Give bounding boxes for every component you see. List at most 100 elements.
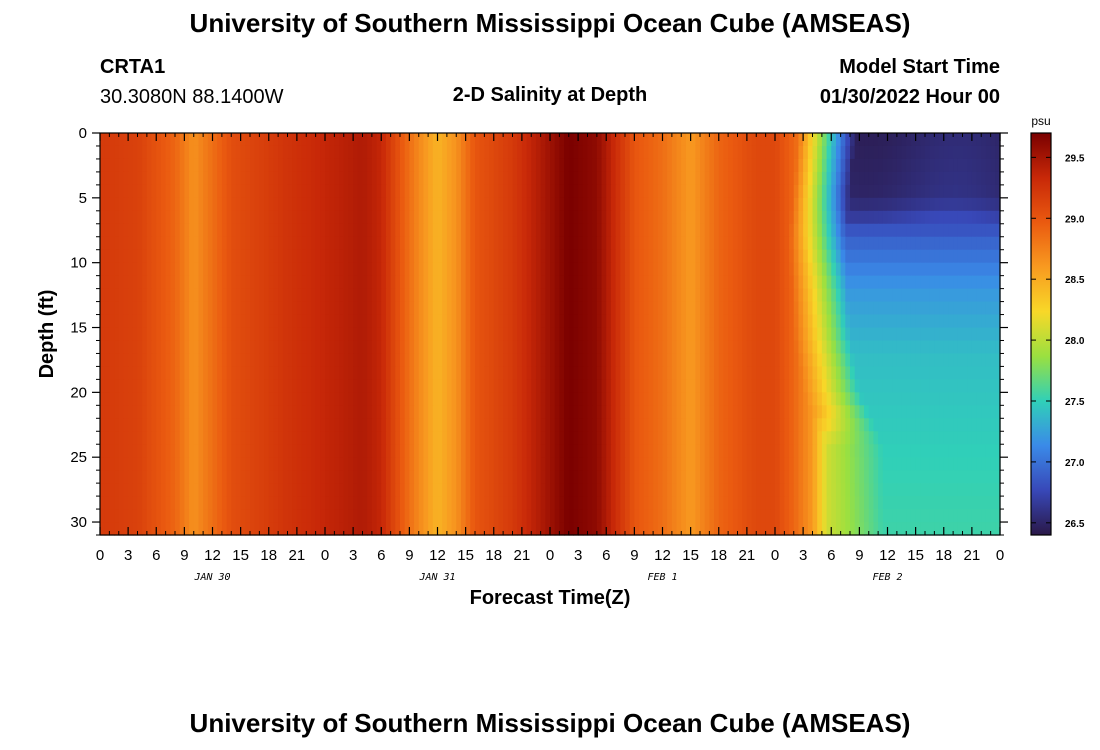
heatmap-cell xyxy=(292,392,298,406)
heatmap-cell xyxy=(559,327,565,342)
heatmap-cell xyxy=(287,327,293,342)
heatmap-cell xyxy=(217,145,223,160)
heatmap-cell xyxy=(864,314,870,329)
heatmap-cell xyxy=(521,340,528,355)
heatmap-cell xyxy=(212,210,218,225)
heatmap-cell xyxy=(264,444,270,458)
heatmap-cell xyxy=(362,236,368,251)
heatmap-cell xyxy=(840,418,846,432)
heatmap-cell xyxy=(864,184,870,199)
heatmap-cell xyxy=(601,431,607,445)
heatmap-cell xyxy=(310,223,317,238)
heatmap-cell xyxy=(517,262,523,277)
heatmap-cell xyxy=(746,418,753,432)
heatmap-cell xyxy=(840,210,846,225)
heatmap-cell xyxy=(329,236,335,251)
heatmap-cell xyxy=(948,379,954,393)
heatmap-cell xyxy=(704,249,710,264)
heatmap-cell xyxy=(540,223,546,238)
heatmap-cell xyxy=(948,184,954,199)
heatmap-cell xyxy=(423,197,429,212)
heatmap-cell xyxy=(226,340,232,355)
heatmap-cell xyxy=(484,418,490,432)
heatmap-cell xyxy=(840,327,846,342)
heatmap-cell xyxy=(568,379,575,393)
heatmap-cell xyxy=(685,301,692,316)
heatmap-cell xyxy=(929,223,935,238)
heatmap-cell xyxy=(953,379,959,393)
heatmap-cell xyxy=(662,366,668,380)
heatmap-cell xyxy=(484,171,490,186)
heatmap-cell xyxy=(550,171,556,186)
heatmap-cell xyxy=(545,431,551,445)
heatmap-cell xyxy=(826,379,832,393)
heatmap-cell xyxy=(709,158,715,173)
heatmap-cell xyxy=(850,249,856,264)
heatmap-cell xyxy=(779,327,785,342)
heatmap-cell xyxy=(901,236,907,251)
heatmap-cell xyxy=(803,327,809,342)
heatmap-cell xyxy=(573,431,579,445)
heatmap-cell xyxy=(109,418,115,432)
heatmap-cell xyxy=(250,392,256,406)
heatmap-cell xyxy=(864,197,870,212)
model-start-label: Model Start Time xyxy=(839,56,1000,78)
heatmap-cell xyxy=(934,223,940,238)
heatmap-cell xyxy=(681,262,687,277)
heatmap-cell xyxy=(517,158,523,173)
heatmap-cell xyxy=(226,431,232,445)
heatmap-cell xyxy=(939,171,945,186)
heatmap-cell xyxy=(934,145,940,160)
heatmap-cell xyxy=(432,392,439,406)
heatmap-cell xyxy=(456,223,462,238)
heatmap-cell xyxy=(404,236,410,251)
heatmap-cell xyxy=(259,133,265,147)
heatmap-cell xyxy=(573,457,579,471)
heatmap-cell xyxy=(653,262,659,277)
heatmap-cell xyxy=(414,340,420,355)
heatmap-cell xyxy=(357,249,364,264)
heatmap-cell xyxy=(437,314,443,329)
heatmap-cell xyxy=(512,184,518,199)
heatmap-cell xyxy=(676,236,682,251)
heatmap-cell xyxy=(765,340,771,355)
heatmap-cell xyxy=(465,197,471,212)
heatmap-cell xyxy=(873,431,879,445)
heatmap-cell xyxy=(282,133,289,147)
heatmap-cell xyxy=(976,301,982,316)
heatmap-cell xyxy=(268,314,275,329)
heatmap-cell xyxy=(489,366,495,380)
heatmap-cell xyxy=(189,366,195,380)
heatmap-cell xyxy=(334,353,340,368)
heatmap-cell xyxy=(971,197,978,212)
heatmap-cell xyxy=(451,418,457,432)
heatmap-cell xyxy=(695,145,701,160)
heatmap-cell xyxy=(732,288,739,303)
heatmap-cell xyxy=(404,197,410,212)
heatmap-cell xyxy=(376,392,382,406)
heatmap-cell xyxy=(142,444,148,458)
heatmap-cell xyxy=(653,314,659,329)
heatmap-cell xyxy=(414,236,420,251)
heatmap-cell xyxy=(184,379,190,393)
heatmap-cell xyxy=(306,457,312,471)
heatmap-cell xyxy=(554,457,560,471)
heatmap-cell xyxy=(676,444,682,458)
heatmap-cell xyxy=(428,184,434,199)
heatmap-cell xyxy=(667,197,673,212)
heatmap-cell xyxy=(526,366,532,380)
heatmap-cell xyxy=(760,392,767,406)
heatmap-cell xyxy=(287,223,293,238)
heatmap-cell xyxy=(873,210,879,225)
heatmap-cell xyxy=(198,444,204,458)
heatmap-cell xyxy=(878,158,884,173)
heatmap-cell xyxy=(826,405,832,419)
heatmap-cell xyxy=(179,405,185,419)
heatmap-cell xyxy=(582,133,589,147)
heatmap-cell xyxy=(953,431,959,445)
heatmap-cell xyxy=(657,262,664,277)
heatmap-cell xyxy=(428,353,434,368)
heatmap-cell xyxy=(882,366,889,380)
heatmap-cell xyxy=(278,314,284,329)
heatmap-cell xyxy=(371,392,378,406)
